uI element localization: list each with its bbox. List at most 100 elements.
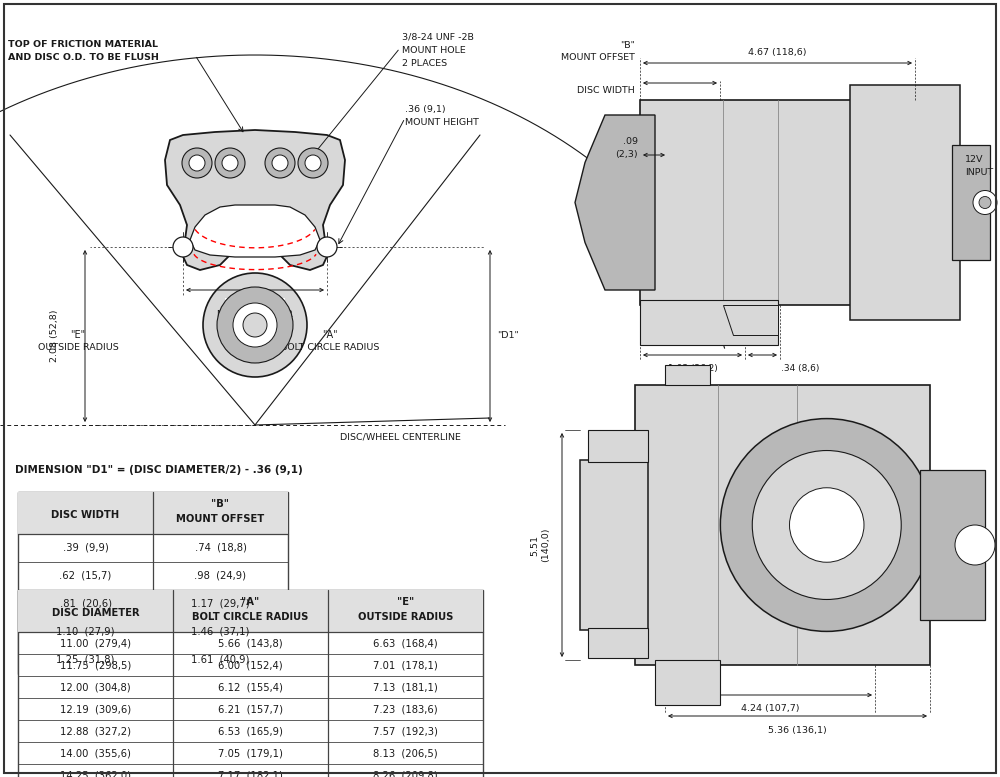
Text: 2 PLACES: 2 PLACES — [402, 59, 447, 68]
Text: 6.21  (157,7): 6.21 (157,7) — [218, 704, 283, 714]
Text: 6.12  (155,4): 6.12 (155,4) — [218, 682, 283, 692]
Text: AND DISC O.D. TO BE FLUSH: AND DISC O.D. TO BE FLUSH — [8, 53, 159, 62]
Text: 14.00  (355,6): 14.00 (355,6) — [60, 748, 131, 758]
Text: 4.24 (107,7): 4.24 (107,7) — [741, 703, 799, 713]
Text: 12V: 12V — [965, 155, 984, 164]
Text: 12.19  (309,6): 12.19 (309,6) — [60, 704, 131, 714]
Text: TOP OF FRICTION MATERIAL: TOP OF FRICTION MATERIAL — [8, 40, 158, 49]
Bar — [640, 300, 778, 345]
Bar — [588, 628, 648, 658]
Polygon shape — [190, 205, 320, 257]
Text: MOUNT OFFSET: MOUNT OFFSET — [176, 514, 265, 524]
Text: 1.03 (26,2): 1.03 (26,2) — [668, 364, 717, 372]
Circle shape — [265, 148, 295, 178]
Text: MOUNT OFFSET: MOUNT OFFSET — [561, 53, 635, 62]
Text: .09: .09 — [623, 137, 638, 146]
Text: MOUNT HEIGHT: MOUNT HEIGHT — [405, 118, 479, 127]
Circle shape — [189, 155, 205, 171]
Circle shape — [973, 190, 997, 214]
Circle shape — [272, 155, 288, 171]
Text: MOUNT HOLE: MOUNT HOLE — [402, 46, 466, 55]
Bar — [18, 590, 483, 777]
Text: 11.75  (298,5): 11.75 (298,5) — [60, 660, 131, 670]
Circle shape — [979, 197, 991, 208]
Text: 6.00  (152,4): 6.00 (152,4) — [218, 660, 283, 670]
Text: .34 (8,6): .34 (8,6) — [781, 364, 819, 372]
Text: 7.23  (183,6): 7.23 (183,6) — [373, 704, 438, 714]
Text: 1.17  (29,7): 1.17 (29,7) — [191, 599, 250, 609]
Text: DISC DIAMETER: DISC DIAMETER — [52, 608, 139, 618]
Circle shape — [317, 237, 337, 257]
Text: DISC/WHEEL CENTERLINE: DISC/WHEEL CENTERLINE — [340, 432, 461, 441]
Text: .36 (9,1): .36 (9,1) — [405, 105, 446, 114]
Text: "B": "B" — [620, 41, 635, 50]
Text: .81  (20,6): .81 (20,6) — [60, 599, 112, 609]
Text: 4.67 (118,6): 4.67 (118,6) — [748, 48, 807, 57]
Text: .39  (9,9): .39 (9,9) — [63, 543, 108, 553]
Text: 11.00  (279,4): 11.00 (279,4) — [60, 638, 131, 648]
Text: 1.46  (37,1): 1.46 (37,1) — [191, 627, 250, 637]
Text: 7.05  (179,1): 7.05 (179,1) — [218, 748, 283, 758]
Circle shape — [305, 155, 321, 171]
Text: OUTSIDE RADIUS: OUTSIDE RADIUS — [38, 343, 118, 352]
Circle shape — [222, 155, 238, 171]
Polygon shape — [165, 130, 345, 270]
Circle shape — [203, 273, 307, 377]
Bar — [18, 590, 483, 632]
Circle shape — [298, 148, 328, 178]
Text: INPUT: INPUT — [965, 168, 993, 177]
Bar — [850, 85, 960, 320]
Text: 1.25  (31,8): 1.25 (31,8) — [56, 655, 115, 665]
Circle shape — [182, 148, 212, 178]
Circle shape — [233, 303, 277, 347]
Text: 7.13  (181,1): 7.13 (181,1) — [373, 682, 438, 692]
Text: 14.25  (362,0): 14.25 (362,0) — [60, 770, 131, 777]
Text: wilwood: wilwood — [234, 225, 276, 235]
Text: DISC WIDTH: DISC WIDTH — [51, 510, 120, 520]
Text: 5.36 (136,1): 5.36 (136,1) — [768, 726, 827, 734]
Text: DISC WIDTH: DISC WIDTH — [577, 86, 635, 95]
Bar — [640, 100, 915, 305]
Bar — [952, 145, 990, 260]
Text: "A": "A" — [241, 597, 260, 607]
Text: 6.63  (168,4): 6.63 (168,4) — [373, 638, 438, 648]
Text: 7.57  (192,3): 7.57 (192,3) — [373, 726, 438, 736]
Circle shape — [955, 525, 995, 565]
Text: 2.08 (52,8): 2.08 (52,8) — [50, 310, 60, 362]
Circle shape — [790, 488, 864, 563]
Text: "E": "E" — [397, 597, 414, 607]
Text: OUTSIDE RADIUS: OUTSIDE RADIUS — [358, 612, 453, 622]
Bar — [655, 660, 720, 705]
Text: 7.17  (182,1): 7.17 (182,1) — [218, 770, 283, 777]
Bar — [18, 492, 288, 534]
Text: BOLT CIRCLE RADIUS: BOLT CIRCLE RADIUS — [192, 612, 309, 622]
Bar — [665, 365, 710, 385]
Text: "D1": "D1" — [497, 332, 519, 340]
Circle shape — [752, 451, 901, 600]
Text: 1.61  (40,9): 1.61 (40,9) — [191, 655, 250, 665]
Text: .74  (18,8): .74 (18,8) — [195, 543, 246, 553]
Text: DIMENSION "D1" = (DISC DIAMETER/2) - .36 (9,1): DIMENSION "D1" = (DISC DIAMETER/2) - .36… — [15, 465, 303, 475]
Text: 5.66  (143,8): 5.66 (143,8) — [218, 638, 283, 648]
Circle shape — [720, 419, 933, 632]
Text: 4.75 (120,7): 4.75 (120,7) — [226, 298, 284, 308]
Bar — [635, 385, 930, 665]
Text: BOLT CIRCLE RADIUS: BOLT CIRCLE RADIUS — [281, 343, 379, 352]
Text: 12.88  (327,2): 12.88 (327,2) — [60, 726, 131, 736]
Text: "A": "A" — [322, 330, 338, 340]
Text: 12.00  (304,8): 12.00 (304,8) — [60, 682, 131, 692]
Text: 1.10  (27,9): 1.10 (27,9) — [56, 627, 115, 637]
Polygon shape — [575, 115, 655, 290]
Circle shape — [217, 287, 293, 363]
Text: (2,3): (2,3) — [615, 150, 638, 159]
Bar — [920, 470, 985, 620]
Polygon shape — [722, 305, 778, 335]
Text: 3/8-24 UNF -2B: 3/8-24 UNF -2B — [402, 33, 474, 42]
Bar — [580, 460, 648, 630]
Text: 7.01  (178,1): 7.01 (178,1) — [373, 660, 438, 670]
Bar — [18, 492, 288, 674]
Text: MOUNT CENTER: MOUNT CENTER — [217, 310, 293, 319]
Text: 8.26  (209,8): 8.26 (209,8) — [373, 770, 438, 777]
Text: .62  (15,7): .62 (15,7) — [59, 571, 112, 581]
Circle shape — [215, 148, 245, 178]
